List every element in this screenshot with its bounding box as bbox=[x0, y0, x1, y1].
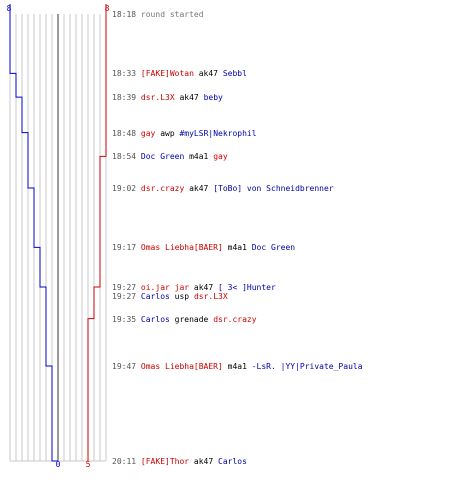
killer-name: oi.jar jar bbox=[140, 282, 190, 292]
log-event-text: round started bbox=[140, 10, 204, 19]
weapon-name: m4a1 bbox=[189, 152, 209, 162]
log-time: 18:33 bbox=[112, 69, 137, 79]
log-entry: 18:18 round started bbox=[112, 10, 204, 19]
log-entry: 18:48 gay awp #myLSR|Nekrophil bbox=[112, 129, 257, 138]
victim-name: [ToBo] von Schneidbrenner bbox=[213, 184, 334, 194]
log-time: 18:48 bbox=[112, 128, 137, 138]
blue-team-line bbox=[9, 4, 58, 462]
victim-name: beby bbox=[203, 93, 223, 103]
red-end-count: 5 bbox=[86, 460, 91, 469]
killer-name: dsr.crazy bbox=[140, 184, 185, 194]
weapon-name: ak47 bbox=[198, 69, 218, 79]
victim-name: -LsR. |YY|Private_Paula bbox=[251, 362, 363, 372]
log-time: 19:02 bbox=[112, 184, 137, 194]
killer-name: Doc Green bbox=[140, 152, 185, 162]
victim-name: #myLSR|Nekrophil bbox=[179, 128, 257, 138]
weapon-name: ak47 bbox=[193, 282, 214, 292]
log-entry: 18:54 Doc Green m4a1 gay bbox=[112, 152, 228, 161]
killer-name: dsr.L3X bbox=[140, 93, 175, 103]
weapon-name: ak47 bbox=[193, 457, 214, 466]
killer-name: [FAKE]Thor bbox=[140, 457, 190, 466]
log-entry: 19:02 dsr.crazy ak47 [ToBo] von Schneidb… bbox=[112, 184, 334, 193]
killer-name: [FAKE]Wotan bbox=[140, 69, 194, 79]
log-time: 18:18 bbox=[112, 10, 137, 19]
weapon-name: awp bbox=[160, 128, 175, 138]
log-time: 18:39 bbox=[112, 93, 137, 103]
killer-name: Omas Liebha[BAER] bbox=[140, 243, 223, 253]
log-time: 19:27 bbox=[112, 282, 137, 292]
log-time: 19:27 bbox=[112, 291, 137, 301]
log-time: 20:11 bbox=[112, 457, 137, 466]
blue-end-count: 0 bbox=[56, 460, 61, 469]
victim-name: gay bbox=[213, 152, 228, 162]
log-entry: 19:17 Omas Liebha[BAER] m4a1 Doc Green bbox=[112, 243, 295, 252]
weapon-name: grenade bbox=[174, 314, 209, 324]
victim-name: Sebbl bbox=[222, 69, 247, 79]
weapon-name: usp bbox=[174, 291, 190, 301]
red-start-count: 8 bbox=[105, 4, 110, 13]
log-time: 19:47 bbox=[112, 362, 137, 372]
victim-name: [ 3< ]Hunter bbox=[218, 282, 276, 292]
weapon-name: ak47 bbox=[189, 184, 209, 194]
log-time: 18:54 bbox=[112, 152, 137, 162]
killer-name: Omas Liebha[BAER] bbox=[140, 362, 223, 372]
victim-name: dsr.L3X bbox=[193, 291, 228, 301]
log-entry: 19:27 oi.jar jar ak47 [ 3< ]Hunter bbox=[112, 283, 276, 292]
weapon-name: m4a1 bbox=[227, 362, 247, 372]
victim-name: Doc Green bbox=[251, 243, 296, 253]
weapon-name: m4a1 bbox=[227, 243, 247, 253]
log-entry: 19:35 Carlos grenade dsr.crazy bbox=[112, 315, 257, 324]
victim-name: dsr.crazy bbox=[213, 314, 257, 324]
log-entry: 19:27 Carlos usp dsr.L3X bbox=[112, 292, 228, 301]
log-entry: 18:39 dsr.L3X ak47 beby bbox=[112, 93, 223, 102]
log-entry: 19:47 Omas Liebha[BAER] m4a1 -LsR. |YY|P… bbox=[112, 362, 363, 371]
killer-name: Carlos bbox=[140, 314, 170, 324]
log-time: 19:35 bbox=[112, 314, 137, 324]
killer-name: Carlos bbox=[140, 291, 170, 301]
red-team-line bbox=[87, 4, 107, 461]
victim-name: Carlos bbox=[218, 457, 247, 466]
blue-start-count: 8 bbox=[7, 4, 12, 13]
log-time: 19:17 bbox=[112, 243, 137, 253]
log-entry: 18:33 [FAKE]Wotan ak47 Sebbl bbox=[112, 69, 247, 78]
killer-name: gay bbox=[140, 128, 156, 138]
log-entry: 20:11 [FAKE]Thor ak47 Carlos bbox=[112, 457, 247, 466]
weapon-name: ak47 bbox=[179, 93, 199, 103]
